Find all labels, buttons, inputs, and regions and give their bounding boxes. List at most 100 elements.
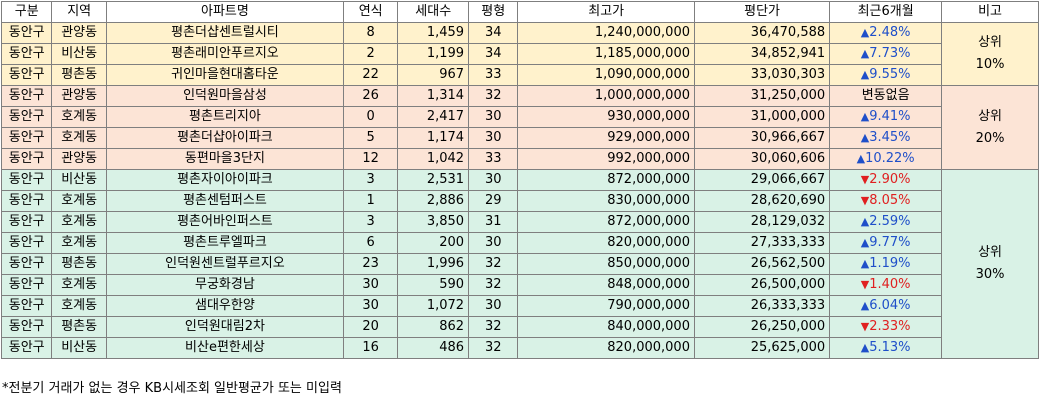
table-row: 동안구 비산동 평촌래미안푸르지오 2 1,199 34 1,185,000,000 34,8… (0, 43, 1039, 65)
cell-apartment-name: 평촌래미안푸르지오 (105, 43, 344, 65)
cell-recent-6-months: ▼2.90% (829, 169, 943, 191)
remarks-percent: 30% (975, 267, 1005, 282)
table-row: 동안구 관양동 평촌더샵센트럴시티 8 1,459 34 1,240,000,000 36,4… (0, 22, 1039, 86)
cell-age: 12 (342, 148, 399, 170)
cell-households: 967 (397, 64, 470, 86)
triangle-down-icon: ▼ (860, 194, 870, 207)
triangle-up-icon: ▲ (860, 47, 870, 60)
header-gu: 구분 (0, 1, 53, 23)
cell-apartment-name: 동편마을3단지 (105, 148, 344, 170)
cell-age: 30 (342, 295, 399, 317)
cell-max-price: 930,000,000 (517, 106, 695, 128)
cell-gu: 동안구 (0, 148, 53, 170)
cell-price-per-pyeong: 33,030,303 (693, 64, 831, 86)
cell-region: 호계동 (51, 127, 107, 149)
remarks-group-3: 상위 30% (941, 169, 1039, 359)
header-recent-6-months: 최근6개월 (829, 1, 943, 23)
cell-gu: 동안구 (0, 43, 53, 65)
cell-price-per-pyeong: 36,470,588 (693, 22, 831, 44)
cell-price-per-pyeong: 25,625,000 (693, 337, 831, 359)
cell-pyeong: 30 (468, 232, 519, 254)
cell-gu: 동안구 (0, 85, 53, 107)
change-value: 6.04% (869, 298, 911, 313)
cell-region: 관양동 (51, 85, 107, 107)
table-row: 동안구 호계동 평촌더샵아이파크 5 1,174 30 929,000,000 30,966,… (0, 127, 1039, 149)
cell-max-price: 872,000,000 (517, 211, 695, 233)
cell-households: 862 (397, 316, 470, 338)
cell-recent-6-months: ▲2.48% (829, 22, 943, 44)
header-age: 연식 (342, 1, 399, 23)
cell-households: 1,072 (397, 295, 470, 317)
cell-recent-6-months: ▲9.41% (829, 106, 943, 128)
cell-price-per-pyeong: 26,500,000 (693, 274, 831, 296)
cell-price-per-pyeong: 30,966,667 (693, 127, 831, 149)
cell-pyeong: 32 (468, 316, 519, 338)
cell-pyeong: 33 (468, 64, 519, 86)
cell-max-price: 820,000,000 (517, 232, 695, 254)
cell-region: 평촌동 (51, 253, 107, 275)
cell-pyeong: 31 (468, 211, 519, 233)
cell-apartment-name: 샘대우한양 (105, 295, 344, 317)
cell-region: 비산동 (51, 337, 107, 359)
cell-max-price: 1,000,000,000 (517, 85, 695, 107)
triangle-down-icon: ▼ (860, 320, 870, 333)
cell-gu: 동안구 (0, 211, 53, 233)
cell-max-price: 1,185,000,000 (517, 43, 695, 65)
cell-region: 호계동 (51, 232, 107, 254)
cell-apartment-name: 무궁화경남 (105, 274, 344, 296)
table-row: 동안구 호계동 평촌트리지아 0 2,417 30 930,000,000 31,000,00… (0, 106, 1039, 128)
table-row: 동안구 관양동 인덕원마을삼성 26 1,314 32 1,000,000,000 31,25… (0, 85, 1039, 170)
cell-gu: 동안구 (0, 127, 53, 149)
header-apartment-name: 아파트명 (105, 1, 344, 23)
cell-pyeong: 34 (468, 22, 519, 44)
cell-age: 3 (342, 169, 399, 191)
cell-age: 20 (342, 316, 399, 338)
cell-age: 0 (342, 106, 399, 128)
cell-recent-6-months: ▲1.19% (829, 253, 943, 275)
cell-gu: 동안구 (0, 337, 53, 359)
cell-recent-6-months: 변동없음 (829, 85, 943, 107)
footnote: *전분기 거래가 없는 경우 KB시세조회 일반평균가 또는 미입력 (2, 381, 342, 396)
cell-apartment-name: 평촌어바인퍼스트 (105, 211, 344, 233)
cell-recent-6-months: ▲9.77% (829, 232, 943, 254)
cell-households: 1,996 (397, 253, 470, 275)
triangle-down-icon: ▼ (860, 173, 870, 186)
cell-region: 평촌동 (51, 316, 107, 338)
table-row: 동안구 호계동 샘대우한양 30 1,072 30 790,000,000 26,333,33… (0, 295, 1039, 317)
cell-age: 30 (342, 274, 399, 296)
cell-price-per-pyeong: 34,852,941 (693, 43, 831, 65)
cell-households: 2,531 (397, 169, 470, 191)
triangle-up-icon: ▲ (860, 68, 870, 81)
cell-gu: 동안구 (0, 232, 53, 254)
cell-recent-6-months: ▲6.04% (829, 295, 943, 317)
cell-region: 호계동 (51, 211, 107, 233)
remarks-label: 상위 (978, 245, 1003, 260)
change-value: 변동없음 (861, 88, 910, 103)
apartment-price-table: 구분 지역 아파트명 연식 세대수 평형 최고가 평단가 최근6개월 비고 동안… (0, 1, 1039, 359)
cell-region: 호계동 (51, 190, 107, 212)
cell-households: 200 (397, 232, 470, 254)
cell-apartment-name: 인덕원센트럴푸르지오 (105, 253, 344, 275)
cell-age: 5 (342, 127, 399, 149)
change-value: 10.22% (865, 151, 915, 166)
change-value: 3.45% (869, 130, 911, 145)
cell-recent-6-months: ▲9.55% (829, 64, 943, 86)
cell-gu: 동안구 (0, 190, 53, 212)
cell-region: 평촌동 (51, 64, 107, 86)
table-body: 동안구 관양동 평촌더샵센트럴시티 8 1,459 34 1,240,000,000 36,4… (0, 22, 1039, 359)
cell-pyeong: 34 (468, 43, 519, 65)
header-max-price: 최고가 (517, 1, 695, 23)
change-value: 9.55% (869, 67, 911, 82)
cell-region: 호계동 (51, 274, 107, 296)
cell-households: 1,199 (397, 43, 470, 65)
cell-recent-6-months: ▲7.73% (829, 43, 943, 65)
cell-age: 26 (342, 85, 399, 107)
change-value: 1.19% (869, 256, 911, 271)
cell-pyeong: 30 (468, 295, 519, 317)
cell-max-price: 1,090,000,000 (517, 64, 695, 86)
cell-max-price: 1,240,000,000 (517, 22, 695, 44)
cell-gu: 동안구 (0, 253, 53, 275)
cell-recent-6-months: ▲3.45% (829, 127, 943, 149)
cell-recent-6-months: ▲2.59% (829, 211, 943, 233)
